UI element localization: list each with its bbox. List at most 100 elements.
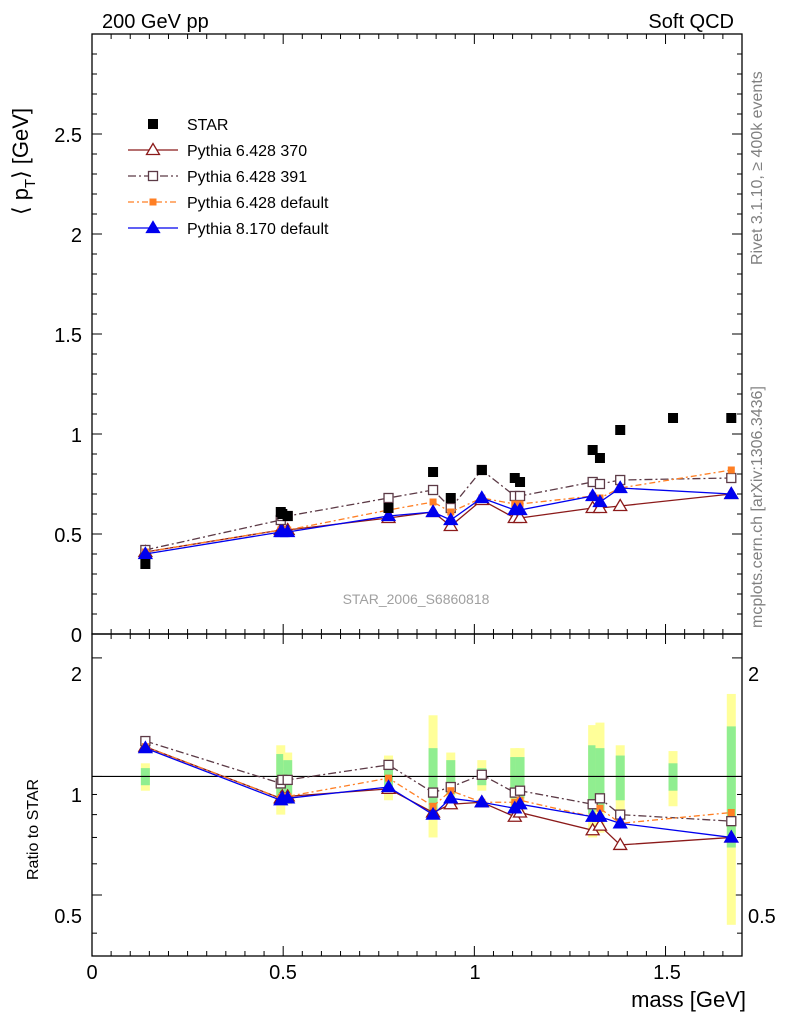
- top-mc-point-3-7: [474, 490, 490, 504]
- star-point-3: [282, 511, 293, 521]
- legend: STAR Pythia 6.428 370 Pythia 6.428 391 Pyth…: [128, 117, 329, 238]
- ratio-point-1-9: [514, 785, 526, 796]
- legend-label-2: Pythia 6.428 391: [187, 169, 307, 186]
- band-inner-9: [588, 745, 598, 815]
- x-tick-0: 0: [86, 962, 97, 984]
- top-y-axis-label-main: ⟨ p: [8, 188, 33, 215]
- star-point-2: [277, 509, 288, 519]
- top-mc-line-0: [145, 493, 732, 553]
- ratio-point-3-0: [137, 740, 154, 754]
- top-mc-point-3-12: [612, 480, 628, 494]
- top-mc-point-3-3: [280, 524, 296, 538]
- x-axis-label: mass [GeV]: [631, 987, 746, 1012]
- x-tick-1.5: 1.5: [653, 962, 681, 984]
- analysis-watermark: STAR_2006_S6860818: [343, 591, 490, 607]
- star-point-10: [587, 445, 598, 455]
- ratio-point-1-7: [476, 769, 487, 780]
- top-y-axis-label: ⟨ pT⟩ [GeV]: [8, 108, 39, 215]
- bottom-y-tick-1: 1: [71, 785, 82, 807]
- ratio-point-3-3: [280, 790, 296, 804]
- ratio-point-2-4: [385, 774, 393, 782]
- top-mc-point-1-5: [427, 484, 439, 496]
- ratio-point-2-13: [727, 808, 735, 816]
- ratio-point-1-10: [587, 799, 598, 810]
- star-point-13: [668, 413, 679, 423]
- top-mc-point-1-11: [594, 478, 606, 490]
- star-point-5: [428, 467, 439, 477]
- mcplots-label: mcplots.cern.ch [arXiv:1306.3436]: [749, 386, 766, 628]
- x-tick-labels: 0 0.5 1 1.5: [86, 962, 680, 984]
- x-tick-0.5: 0.5: [269, 962, 297, 984]
- top-y-tick-1: 1: [71, 425, 82, 447]
- star-point-4: [383, 503, 394, 513]
- band-inner-4: [428, 748, 438, 811]
- legend-label-1: Pythia 6.428 370: [187, 143, 307, 160]
- ratio-point-3-13: [723, 829, 739, 843]
- star-point-11: [594, 453, 605, 463]
- bottom-frame: [91, 633, 743, 957]
- band-inner-13: [726, 726, 736, 848]
- bottom-y-axis-label: Ratio to STAR: [25, 779, 42, 880]
- top-mc-point-0-9: [512, 510, 528, 524]
- ratio-point-1-5: [427, 787, 439, 798]
- band-inner-8: [515, 757, 525, 799]
- star-point-14: [726, 413, 737, 423]
- top-mc-point-2-5: [429, 498, 437, 506]
- ratio-point-3-5: [425, 806, 441, 820]
- ratio-point-3-11: [592, 808, 608, 822]
- legend-label-3: Pythia 6.428 default: [187, 195, 329, 212]
- ratio-point-0-12: [612, 837, 628, 851]
- rivet-version-label: Rivet 3.1.10, ≥ 400k events: [749, 71, 766, 265]
- x-tick-1: 1: [469, 962, 480, 984]
- legend-label-0: STAR: [187, 117, 228, 134]
- header-left-title: 200 GeV pp: [102, 11, 209, 33]
- legend-marker-3: [149, 198, 157, 206]
- ratio-point-0-11: [592, 817, 608, 831]
- top-y-tick-2: 2: [71, 225, 82, 247]
- top-mc-point-3-9: [512, 502, 528, 516]
- legend-marker-star: [148, 119, 158, 129]
- ratio-point-2-11: [596, 804, 604, 812]
- top-y-tick-0: 0: [71, 625, 82, 647]
- top-mc-point-3-4: [380, 508, 397, 522]
- ratio-line-2: [145, 746, 732, 825]
- top-mc-line-3: [145, 487, 732, 555]
- ratio-point-2-5: [429, 802, 437, 810]
- top-y-tick-1.5: 1.5: [54, 325, 82, 347]
- ratio-point-1-11: [594, 793, 606, 804]
- bottom-panel: [91, 633, 743, 957]
- top-mc-point-3-6: [443, 512, 459, 526]
- top-mc-point-3-11: [592, 494, 608, 508]
- band-inner-11: [615, 755, 625, 801]
- top-mc-point-0-12: [612, 498, 628, 512]
- axis-ticks: [91, 33, 743, 956]
- ratio-point-3-9: [512, 796, 528, 810]
- bottom-y-tick-0.5: 0.5: [54, 906, 82, 928]
- top-mc-point-1-4: [383, 492, 394, 504]
- band-inner-5: [446, 760, 456, 795]
- star-point-8: [509, 473, 520, 483]
- top-mc-point-3-10: [585, 488, 601, 502]
- top-y-tick-labels: 0 0.5 1 1.5 2 2.5: [54, 125, 82, 647]
- ratio-point-3-7: [474, 794, 490, 808]
- star-point-7: [476, 465, 487, 475]
- legend-marker-2: [147, 170, 159, 182]
- top-mc-point-3-13: [723, 486, 739, 500]
- ratio-point-1-3: [282, 774, 293, 786]
- bottom-y-tick-labels: 0.5 1 2 0.5 2: [54, 664, 776, 928]
- legend-label-4: Pythia 8.170 default: [187, 221, 329, 238]
- top-y-axis-label-tail: ⟩ [GeV]: [8, 108, 33, 179]
- top-mc-point-2-13: [727, 466, 735, 474]
- ratio-line-3: [145, 747, 732, 839]
- star-point-12: [615, 425, 626, 435]
- top-mc-point-1-9: [514, 490, 526, 502]
- ratio-point-3-4: [380, 779, 397, 793]
- top-mc-point-2-6: [447, 508, 455, 516]
- ratio-point-3-6: [443, 790, 459, 804]
- ratio-point-3-12: [612, 815, 628, 829]
- top-y-tick-2.5: 2.5: [54, 125, 82, 147]
- top-y-tick-0.5: 0.5: [54, 525, 82, 547]
- top-mc-point-1-13: [726, 472, 737, 484]
- star-point-0: [140, 559, 151, 569]
